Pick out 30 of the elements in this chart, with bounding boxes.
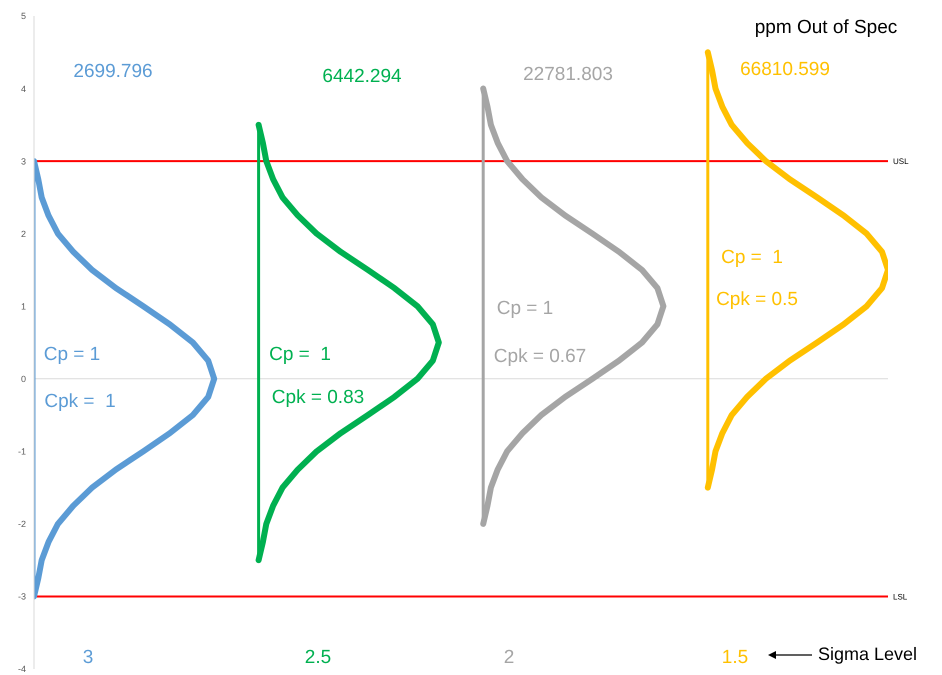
annotation: ppm Out of Spec xyxy=(754,17,898,39)
annotation: Cpk = 0.5 xyxy=(716,289,798,311)
annotation: Cp = 1 xyxy=(269,344,331,366)
annotation: Cpk = 0.67 xyxy=(494,346,586,368)
y-tick-label: -4 xyxy=(18,664,26,674)
annotation: 2.5 xyxy=(304,647,332,669)
annotation: 6442.294 xyxy=(322,66,402,88)
y-tick-label: 0 xyxy=(20,374,26,384)
y-tick-label: 1 xyxy=(20,301,26,312)
y-tick-label: -1 xyxy=(18,446,26,457)
annotation: Cp = 1 xyxy=(44,344,100,366)
annotation: Cpk = 0.83 xyxy=(272,387,364,409)
annotation: 3 xyxy=(82,647,94,669)
ref-line-label: LSL xyxy=(893,592,908,602)
annotation: Sigma Level xyxy=(818,644,918,665)
annotation: 1.5 xyxy=(722,647,748,669)
annotation: 2 xyxy=(504,647,514,669)
annotation: 2699.796 xyxy=(73,61,153,83)
annotation: Cp = 1 xyxy=(496,298,554,320)
y-tick-label: -2 xyxy=(18,519,26,530)
y-tick-label: 5 xyxy=(20,11,26,22)
annotation: Cp = 1 xyxy=(721,247,783,269)
y-tick-label: -3 xyxy=(18,592,26,602)
annotation: Cpk = 1 xyxy=(44,391,116,413)
y-tick-label: 4 xyxy=(20,84,26,94)
annotation: 22781.803 xyxy=(523,64,613,86)
y-tick-label: 2 xyxy=(20,228,26,239)
ref-line-label: USL xyxy=(893,156,910,166)
y-tick-label: 3 xyxy=(20,156,26,166)
annotation: 66810.599 xyxy=(740,59,830,81)
